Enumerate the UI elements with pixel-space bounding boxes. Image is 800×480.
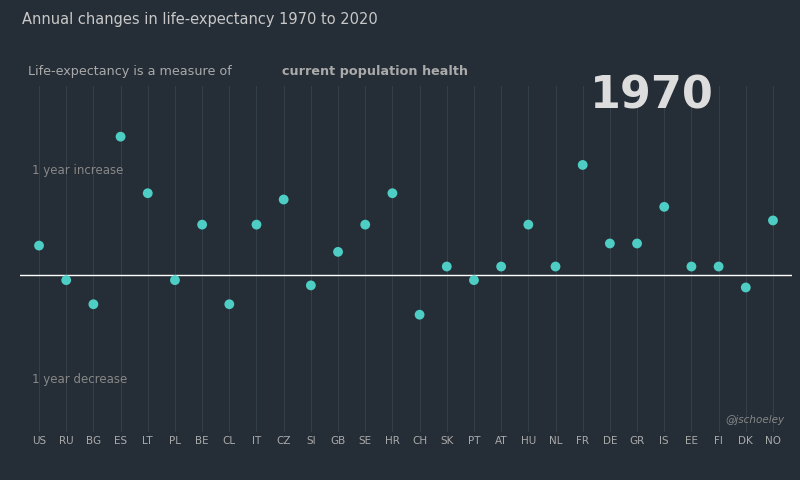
Point [386,190,399,197]
Point [522,221,534,228]
Point [250,221,263,228]
Text: Annual changes in life-expectancy 1970 to 2020: Annual changes in life-expectancy 1970 t… [22,12,378,27]
Point [576,161,589,169]
Text: 1970: 1970 [590,74,714,118]
Point [332,248,345,256]
Point [33,242,46,250]
Point [359,221,372,228]
Point [278,196,290,204]
Text: current population health: current population health [282,65,467,78]
Point [712,263,725,270]
Point [549,263,562,270]
Point [223,300,236,308]
Point [413,311,426,319]
Point [603,240,616,247]
Text: @jschoeley: @jschoeley [725,415,784,425]
Text: Life-expectancy is a measure of: Life-expectancy is a measure of [28,65,236,78]
Point [440,263,453,270]
Point [766,216,779,224]
Point [494,263,507,270]
Point [196,221,209,228]
Point [658,203,670,211]
Text: 1 year decrease: 1 year decrease [31,373,127,386]
Point [169,276,182,284]
Point [114,133,127,141]
Text: 1 year increase: 1 year increase [31,164,123,177]
Point [142,190,154,197]
Point [630,240,643,247]
Point [60,276,73,284]
Point [685,263,698,270]
Point [739,284,752,291]
Point [305,282,318,289]
Point [467,276,480,284]
Point [87,300,100,308]
